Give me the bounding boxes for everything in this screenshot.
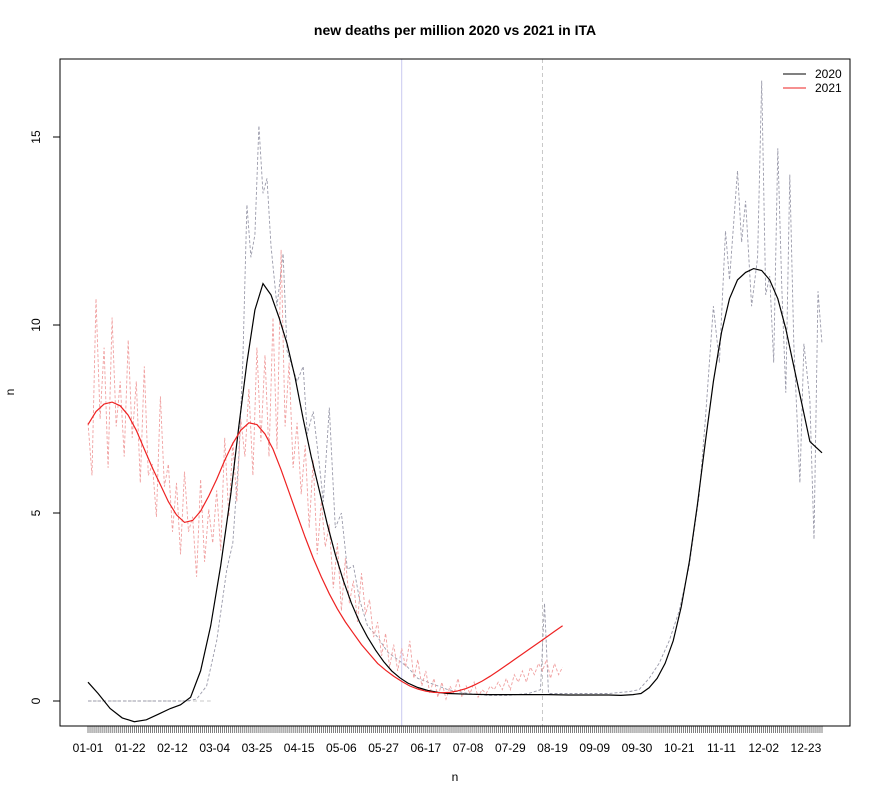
series-2021-raw-line — [87, 249, 563, 701]
x-tick-label-09-09: 09-09 — [579, 741, 610, 755]
x-tick-label-08-19: 08-19 — [537, 741, 568, 755]
x-tick-label-02-12: 02-12 — [157, 741, 188, 755]
y-tick-label-5: 5 — [29, 509, 43, 516]
y-axis-label: n — [3, 389, 17, 396]
x-tick-label-09-30: 09-30 — [622, 741, 653, 755]
x-tick-label-10-21: 10-21 — [664, 741, 695, 755]
x-tick-label-03-25: 03-25 — [242, 741, 273, 755]
x-tick-label-07-29: 07-29 — [495, 741, 526, 755]
y-tick-label-15: 15 — [29, 130, 43, 144]
x-tick-label-05-06: 05-06 — [326, 741, 357, 755]
legend-label-2020: 2020 — [815, 67, 842, 81]
legend: 2020 2021 — [783, 67, 842, 95]
x-tick-label-04-15: 04-15 — [284, 741, 315, 755]
series-2021-smooth-line — [87, 401, 563, 694]
x-axis-label: n — [452, 770, 459, 784]
x-axis: 01-01 01-22 02-12 03-04 03-25 04-15 05-06 05-27… — [73, 726, 823, 755]
y-tick-label-10: 10 — [29, 318, 43, 332]
x-tick-label-11-11: 11-11 — [707, 741, 736, 755]
x-tick-label-03-04: 03-04 — [199, 741, 230, 755]
x-tick-label-12-23: 12-23 — [791, 741, 822, 755]
x-tick-label-12-02: 12-02 — [748, 741, 779, 755]
x-tick-label-06-17: 06-17 — [410, 741, 441, 755]
x-tick-label-01-01: 01-01 — [73, 741, 104, 755]
chart-title: new deaths per million 2020 vs 2021 in I… — [314, 22, 596, 38]
y-tick-label-0: 0 — [29, 697, 43, 704]
plot-area — [87, 59, 823, 726]
x-tick-label-07-08: 07-08 — [453, 741, 484, 755]
y-axis: 0 5 10 15 — [29, 130, 60, 704]
series-2020-smooth-line — [87, 267, 823, 723]
plot-frame — [59, 58, 851, 727]
x-tick-label-05-27: 05-27 — [368, 741, 399, 755]
x-tick-label-01-22: 01-22 — [115, 741, 146, 755]
legend-label-2021: 2021 — [815, 81, 842, 95]
